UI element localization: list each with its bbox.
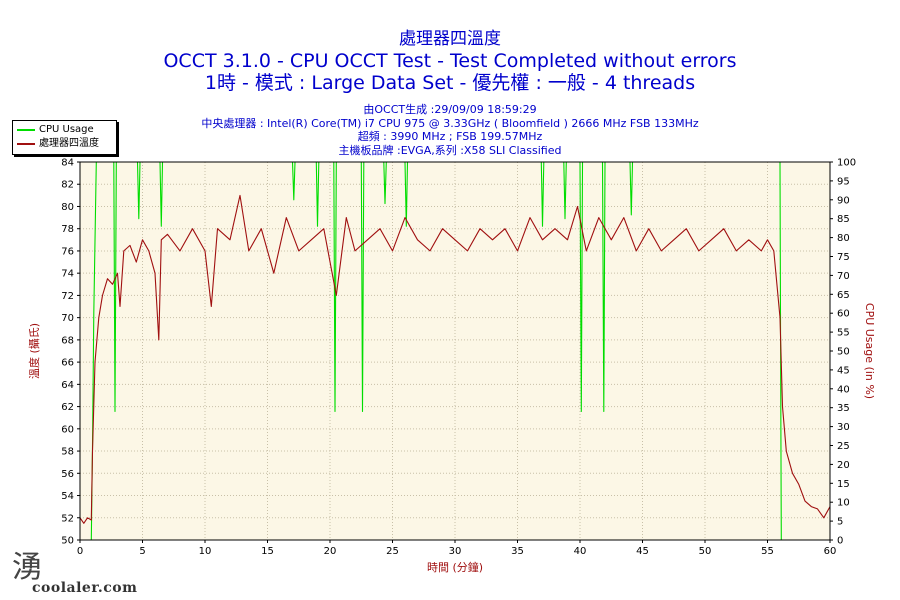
y-left-tick-label: 54 xyxy=(61,491,74,502)
y-right-tick-label: 30 xyxy=(837,422,850,433)
y-right-tick-label: 25 xyxy=(837,441,850,452)
y-right-tick-label: 80 xyxy=(837,233,850,244)
x-tick-label: 0 xyxy=(77,546,83,557)
y-right-tick-label: 50 xyxy=(837,347,850,358)
y-right-tick-label: 35 xyxy=(837,403,850,414)
x-tick-label: 35 xyxy=(511,546,524,557)
watermark-glyph: 湧 xyxy=(12,550,42,585)
y-left-tick-label: 56 xyxy=(61,469,74,480)
x-tick-label: 50 xyxy=(699,546,712,557)
legend-swatch-usage xyxy=(17,129,35,131)
y-left-tick-label: 66 xyxy=(61,358,74,369)
x-tick-label: 5 xyxy=(139,546,145,557)
legend-label-temp: 處理器四溫度 xyxy=(39,138,99,149)
y-right-tick-label: 55 xyxy=(837,328,850,339)
chart-title-block: 處理器四溫度 OCCT 3.1.0 - CPU OCCT Test - Test… xyxy=(0,0,900,94)
y-left-tick-label: 50 xyxy=(61,536,74,547)
x-tick-label: 30 xyxy=(449,546,462,557)
y-left-axis-title: 溫度 (攝氏) xyxy=(27,323,41,379)
y-right-tick-label: 65 xyxy=(837,290,850,301)
y-left-tick-label: 80 xyxy=(61,202,74,213)
y-right-tick-label: 70 xyxy=(837,271,850,282)
y-left-tick-label: 78 xyxy=(61,224,74,235)
legend-item-usage: CPU Usage xyxy=(17,123,94,137)
y-right-tick-label: 60 xyxy=(837,309,850,320)
y-right-tick-label: 0 xyxy=(837,536,843,547)
legend-swatch-temp xyxy=(17,143,35,145)
legend-item-temp: 處理器四溫度 xyxy=(17,137,99,151)
y-left-tick-label: 76 xyxy=(61,246,74,257)
y-right-tick-label: 75 xyxy=(837,252,850,263)
x-tick-label: 60 xyxy=(824,546,837,557)
y-right-tick-label: 95 xyxy=(837,176,850,187)
y-right-tick-label: 40 xyxy=(837,384,850,395)
chart-title: 處理器四溫度 xyxy=(399,29,501,49)
y-left-tick-label: 60 xyxy=(61,424,74,435)
y-right-tick-label: 5 xyxy=(837,517,843,528)
watermark-logo: 湧 coolaler.com xyxy=(10,550,170,600)
cpu-info-line: 中央處理器 : Intel(R) Core(TM) i7 CPU 975 @ 3… xyxy=(201,116,699,130)
legend-label-usage: CPU Usage xyxy=(39,124,94,135)
y-left-tick-label: 58 xyxy=(61,447,74,458)
overclock-info-line: 超頻 : 3990 MHz ; FSB 199.57MHz xyxy=(357,130,543,143)
y-right-tick-label: 85 xyxy=(837,214,850,225)
series-line-temperature xyxy=(79,194,831,524)
y-left-tick-label: 72 xyxy=(61,291,74,302)
y-left-tick-label: 68 xyxy=(61,335,74,346)
generated-by-line: 由OCCT生成 :29/09/09 18:59:29 xyxy=(363,103,537,116)
y-right-tick-label: 20 xyxy=(837,460,850,471)
x-tick-label: 45 xyxy=(636,546,649,557)
watermark-text: coolaler.com xyxy=(32,580,138,596)
y-left-tick-label: 74 xyxy=(61,269,74,280)
y-right-axis-title: CPU Usage (in %) xyxy=(863,303,876,399)
x-tick-label: 25 xyxy=(386,546,399,557)
y-left-tick-label: 64 xyxy=(61,380,74,391)
x-tick-label: 10 xyxy=(199,546,212,557)
y-right-tick-label: 15 xyxy=(837,479,850,490)
y-left-tick-label: 70 xyxy=(61,313,74,324)
y-left-tick-label: 62 xyxy=(61,402,74,413)
system-info-block: 由OCCT生成 :29/09/09 18:59:29 中央處理器 : Intel… xyxy=(0,103,900,157)
y-left-tick-label: 82 xyxy=(61,180,74,191)
motherboard-info-line: 主機板品牌 :EVGA,系列 :X58 SLI Classified xyxy=(338,143,562,157)
chart-subtitle: OCCT 3.1.0 - CPU OCCT Test - Test Comple… xyxy=(163,50,737,72)
x-tick-label: 20 xyxy=(324,546,337,557)
y-left-tick-label: 84 xyxy=(61,158,74,169)
y-right-tick-label: 10 xyxy=(837,498,850,509)
x-tick-label: 15 xyxy=(261,546,274,557)
y-right-tick-label: 90 xyxy=(837,195,850,206)
x-tick-label: 40 xyxy=(574,546,587,557)
chart-mode-line: 1時 - 模式 : Large Data Set - 優先權 : 一般 - 4 … xyxy=(204,72,696,94)
chart-legend: CPU Usage 處理器四溫度 xyxy=(12,120,117,155)
y-right-tick-label: 45 xyxy=(837,365,850,376)
x-axis-title: 時間 (分鐘) xyxy=(427,560,483,574)
x-tick-label: 55 xyxy=(761,546,774,557)
y-left-tick-label: 52 xyxy=(61,513,74,524)
y-right-tick-label: 100 xyxy=(837,158,856,169)
